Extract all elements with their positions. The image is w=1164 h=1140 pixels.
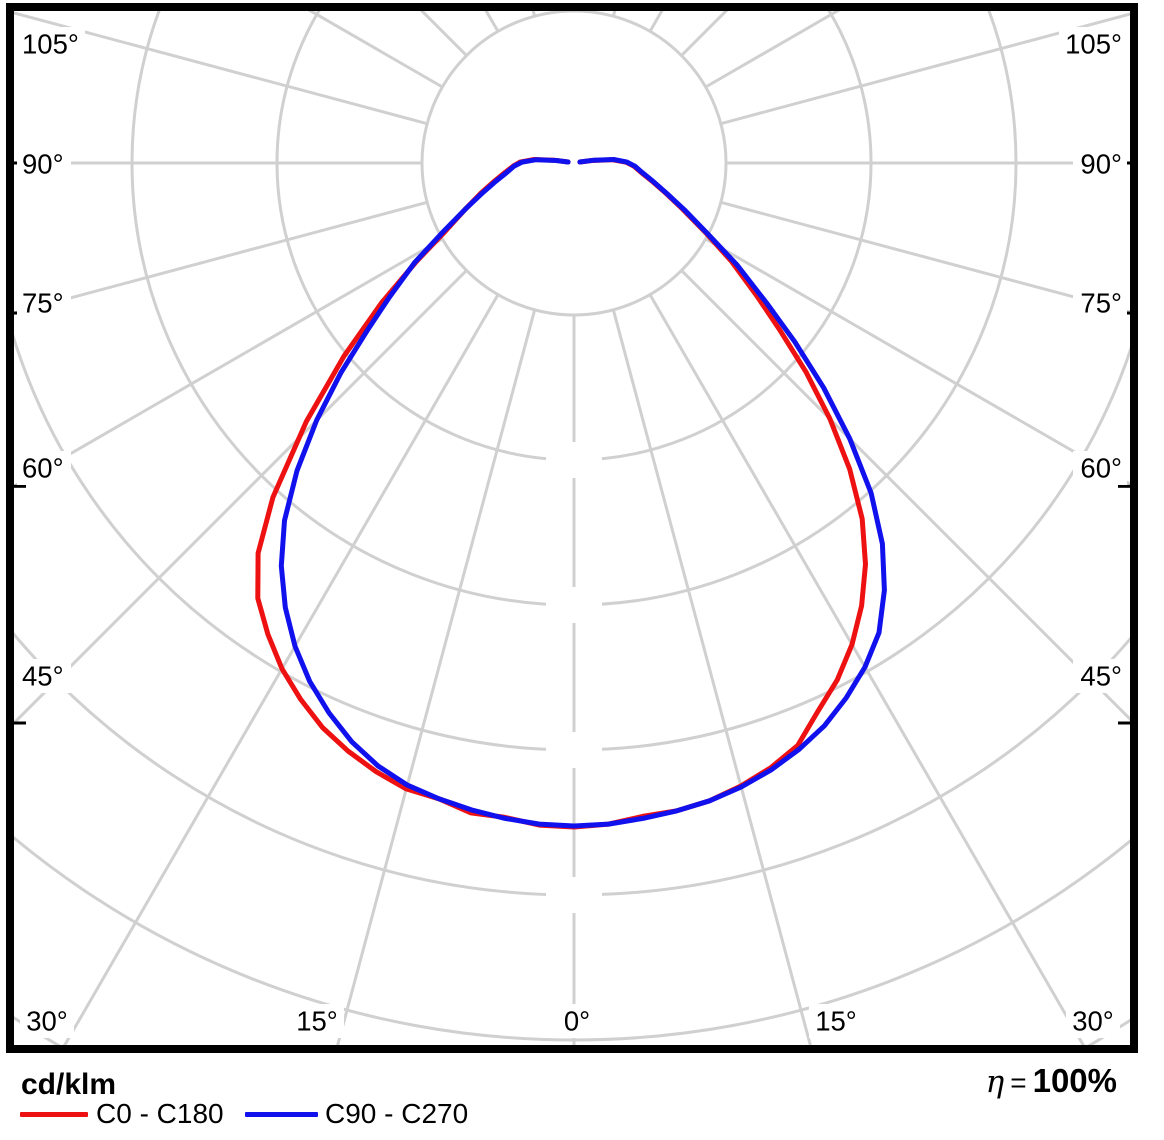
angle-label-mask: [17, 659, 71, 693]
legend-swatch-c0-c180: [20, 1112, 88, 1117]
angle-label-mask: [17, 27, 85, 61]
plot-border: [6, 3, 1138, 1053]
angle-label: 30°: [26, 1006, 68, 1037]
grid-ray: [680, 269, 1130, 722]
legend-label-c90-c270: C90 - C270: [325, 1098, 469, 1129]
polar-grid: [14, 11, 1130, 1045]
grid-ray: [63, 293, 500, 1045]
angle-label: 60°: [1080, 453, 1122, 484]
grid-ray: [720, 12, 1130, 126]
angle-label: 0°: [564, 1006, 590, 1037]
angle-label: 105°: [1065, 29, 1122, 60]
angle-label-mask: [1066, 1004, 1120, 1038]
angle-label-mask: [1073, 659, 1127, 693]
angle-label: 15°: [815, 1006, 857, 1037]
efficiency-readout: η = 100%: [986, 1062, 1117, 1100]
angle-label-mask: [1073, 147, 1127, 181]
angle-label-mask: [1059, 27, 1127, 61]
grid-ray: [14, 11, 428, 126]
axis-label-mask: [546, 877, 602, 913]
axis-label-mask: [546, 442, 602, 478]
angle-label-mask: [17, 147, 71, 181]
grid-ray: [14, 269, 468, 726]
units-label: cd/klm: [21, 1068, 117, 1101]
angle-label-mask: [20, 1004, 74, 1038]
eta-symbol: η: [985, 1064, 1005, 1100]
angle-label-mask: [17, 286, 71, 320]
angle-label: 75°: [1080, 288, 1122, 319]
angle-label-mask: [17, 451, 71, 485]
grid-ray: [611, 309, 812, 1045]
polar-chart: 105° 90° 75° 60° 45° 105° 90° 75° 60° 45° 30° 15° 0°…: [6, 3, 1138, 1053]
angle-label: 90°: [22, 149, 64, 180]
angle-label-mask: [809, 1004, 863, 1038]
grid-ray: [648, 293, 1085, 1045]
angle-label-mask: [1073, 286, 1127, 320]
angle-label-mask: [290, 1004, 344, 1038]
legend-label-c0-c180: C0 - C180: [96, 1098, 224, 1129]
grid-ray: [704, 237, 1130, 486]
grid-ray: [336, 309, 537, 1045]
angle-label: 75°: [22, 288, 64, 319]
curve-c90-c270: [278, 157, 887, 829]
angle-label: 30°: [1072, 1006, 1114, 1037]
angle-label: 90°: [1080, 149, 1122, 180]
angle-label: 60°: [22, 453, 64, 484]
legend-swatch-c90-c270: [245, 1112, 318, 1117]
axis-label-mask: [546, 587, 602, 623]
eta-value: 100%: [1032, 1062, 1117, 1099]
grid-ray: [720, 200, 1130, 314]
eta-equals: =: [1010, 1067, 1027, 1098]
grid-ray: [14, 200, 428, 315]
angle-label: 45°: [22, 661, 64, 692]
axis-label-mask: [546, 732, 602, 768]
angle-label: 45°: [1080, 661, 1122, 692]
angle-label-mask: [1073, 451, 1127, 485]
legend: C0 - C180 C90 - C270: [0, 1098, 1164, 1138]
angle-label: 105°: [22, 29, 79, 60]
angle-label: 15°: [296, 1006, 338, 1037]
grid-ray: [14, 237, 444, 489]
angle-label-mask: [558, 1004, 596, 1038]
